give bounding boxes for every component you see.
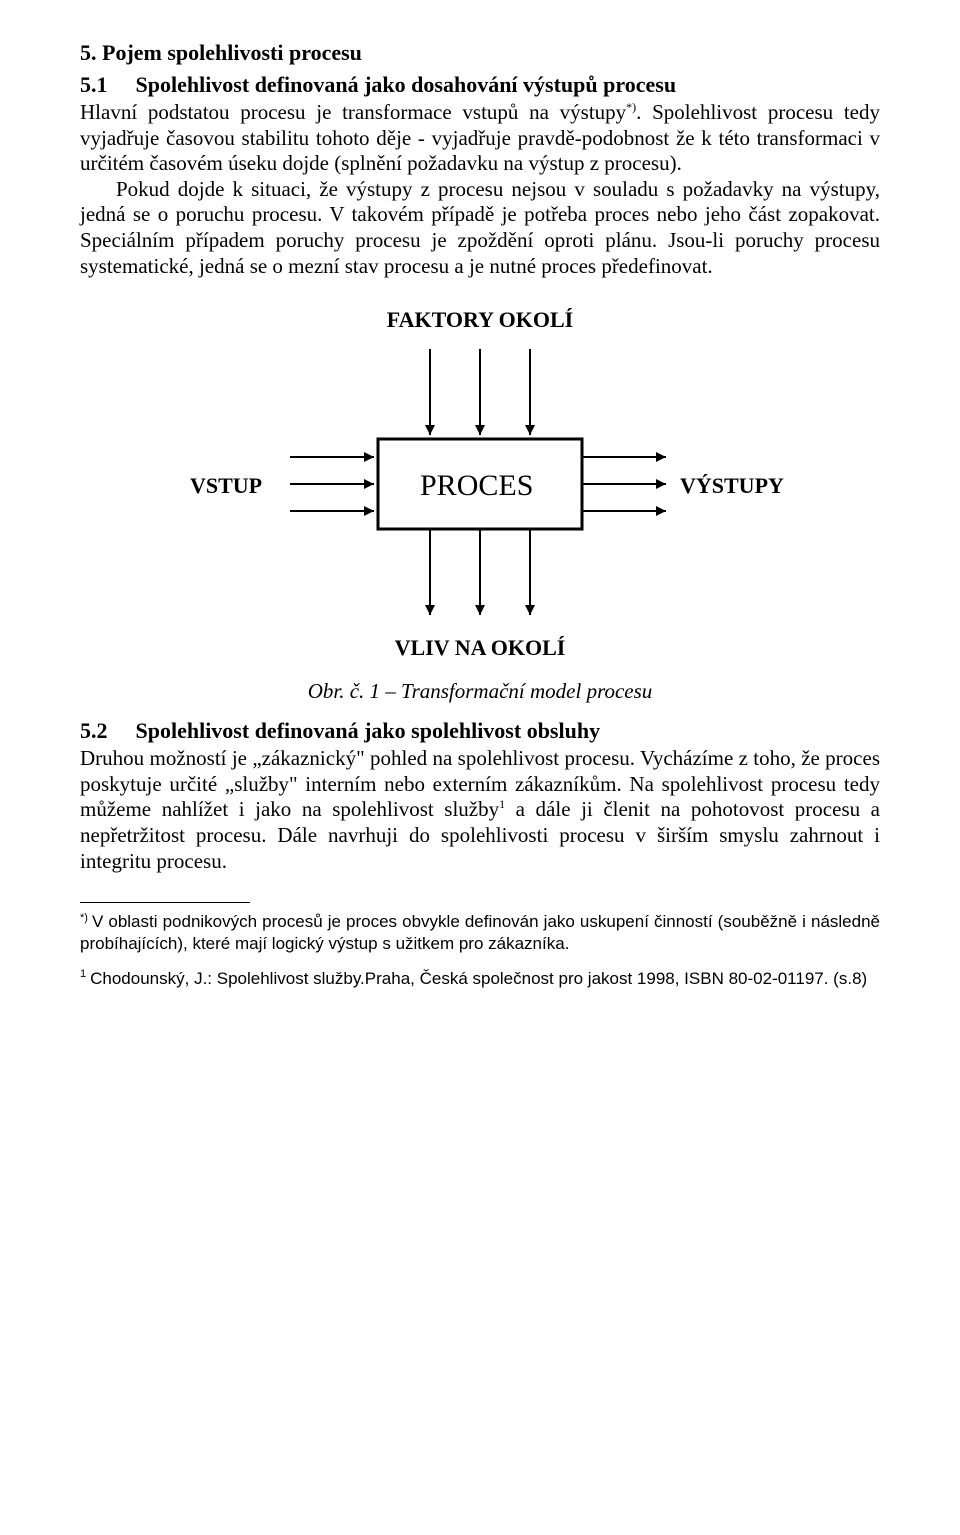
section-5-title: 5. Pojem spolehlivosti procesu [80,40,880,66]
footnote-star-text: V oblasti podnikových procesů je proces … [80,912,880,952]
process-diagram: FAKTORY OKOLÍ [80,307,880,704]
footnote-1: 1 Chodounský, J.: Spolehlivost služby.Pra… [80,968,880,989]
footnote-1-mark: 1 [80,968,86,980]
section-5-1-title: Spolehlivost definovaná jako dosahování … [136,72,677,97]
para-5-1-a-pre: Hlavní podstatou procesu je transformace… [80,100,626,124]
section-5-1-head: 5.1 Spolehlivost definovaná jako dosahová… [80,72,880,98]
diagram-caption: Obr. č. 1 – Transformační model procesu [80,679,880,704]
diagram-label-center: PROCES [420,469,533,502]
diagram-label-right: VÝSTUPY [680,473,784,498]
section-5-2-title: Spolehlivost definovaná jako spolehlivos… [136,718,601,743]
footnote-star: *)V oblasti podnikových procesů je proce… [80,911,880,954]
footnote-ref-star: *) [626,100,636,114]
diagram-label-bottom: VLIV NA OKOLÍ [80,635,880,661]
diagram-label-left: VSTUP [190,473,262,498]
section-5-2-head: 5.2 Spolehlivost definovaná jako spolehli… [80,718,880,744]
footnote-star-mark: *) [80,912,88,924]
diagram-label-top: FAKTORY OKOLÍ [80,307,880,333]
para-5-1-a: Hlavní podstatou procesu je transformace… [80,100,880,177]
process-diagram-svg: VSTUP PROCES VÝSTUPY [160,339,800,629]
section-5-2-num: 5.2 [80,718,108,744]
footnote-separator [80,902,250,903]
footnote-1-text: Chodounský, J.: Spolehlivost služby.Prah… [90,969,867,988]
para-5-1-b: Pokud dojde k situaci, že výstupy z proc… [80,177,880,279]
section-5-1-num: 5.1 [80,72,108,98]
para-5-2: Druhou možností je „zákaznický" pohled n… [80,746,880,874]
